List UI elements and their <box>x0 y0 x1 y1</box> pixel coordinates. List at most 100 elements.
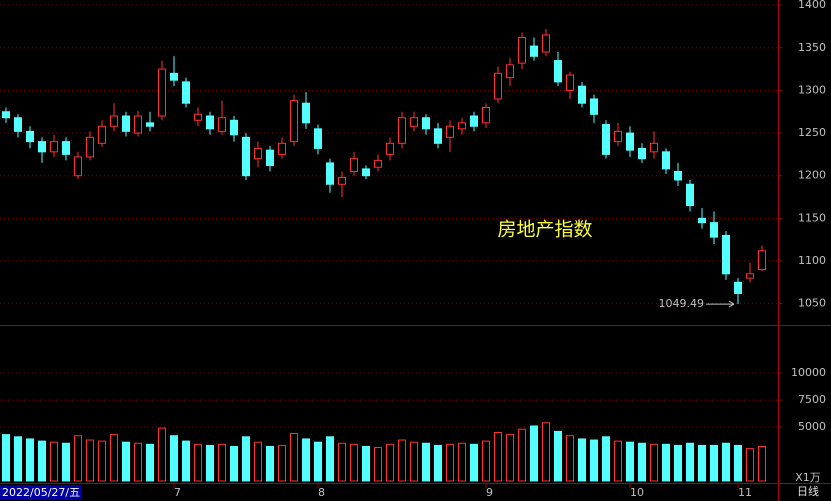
candle-body <box>434 128 442 144</box>
candle-body <box>74 156 82 177</box>
volume-bar <box>710 444 718 482</box>
candle-body <box>50 141 58 153</box>
candle-body <box>638 147 646 160</box>
volume-bar <box>218 443 226 482</box>
volume-bar <box>626 441 634 482</box>
candle-body <box>350 158 358 172</box>
x-tick-label: 9 <box>486 486 493 499</box>
volume-bar <box>422 442 430 482</box>
candle-body <box>314 128 322 149</box>
volume-bar <box>446 443 454 482</box>
volume-bar <box>74 435 82 482</box>
volume-bar <box>38 440 46 482</box>
candle-body <box>410 117 418 127</box>
candle-body <box>554 60 562 83</box>
volume-bar <box>278 444 286 482</box>
candle-body <box>158 68 166 117</box>
candle-body <box>614 130 622 143</box>
candle-body <box>530 45 538 57</box>
candle-body <box>14 117 22 132</box>
candle-body <box>26 130 34 143</box>
y-tick-label: 1400 <box>798 0 826 11</box>
candle-body <box>710 222 718 238</box>
volume-bar <box>350 443 358 482</box>
candle-body <box>266 149 274 166</box>
volume-bar <box>302 438 310 482</box>
candle-body <box>482 106 490 124</box>
volume-bar <box>722 442 730 482</box>
x-tick-label: 10 <box>630 486 644 499</box>
volume-bar <box>242 436 250 482</box>
volume-bar <box>398 439 406 482</box>
volume-bar <box>698 444 706 482</box>
volume-bar <box>542 422 550 482</box>
volume-bar <box>650 443 658 482</box>
y-tick-label: 1200 <box>798 169 826 182</box>
volume-bar <box>182 440 190 482</box>
candle-body <box>386 142 394 155</box>
candle-body <box>506 64 514 79</box>
y-tick-label: 1250 <box>798 126 826 139</box>
x-tick-label: 11 <box>738 486 752 499</box>
candle-body <box>398 117 406 144</box>
volume-bar <box>362 445 370 482</box>
candle-body <box>446 125 454 138</box>
candle-body <box>518 37 526 64</box>
y-tick-label: 7500 <box>798 393 826 406</box>
date-box <box>0 485 82 500</box>
candle-body <box>422 117 430 130</box>
volume-bar <box>146 443 154 482</box>
candle-body <box>470 115 478 127</box>
candle-body <box>98 125 106 144</box>
volume-bar <box>194 443 202 482</box>
candle-body <box>278 142 286 155</box>
volume-bar <box>554 430 562 482</box>
candle-body <box>686 183 694 207</box>
candle-body <box>662 151 670 170</box>
candle-body <box>758 250 766 271</box>
candle-body <box>602 124 610 155</box>
candle-body <box>722 234 730 275</box>
volume-bar <box>566 435 574 482</box>
candle-body <box>494 72 502 100</box>
y-tick-label: 1150 <box>798 211 826 224</box>
volume-bar <box>170 435 178 482</box>
candle-body <box>458 122 466 130</box>
candle-body <box>194 113 202 121</box>
candle-body <box>170 72 178 81</box>
volume-bar <box>482 440 490 482</box>
candle-body <box>206 115 214 130</box>
volume-bar <box>122 441 130 482</box>
candle-body <box>734 281 742 294</box>
volume-bar <box>62 442 70 482</box>
volume-bar <box>254 441 262 482</box>
x-tick-label: 2022/05/27/五 <box>2 486 80 499</box>
volume-bar <box>158 427 166 482</box>
volume-bar <box>758 445 766 482</box>
candle-body <box>626 132 634 151</box>
candle-body <box>122 115 130 132</box>
y-tick-label: 1300 <box>798 83 826 96</box>
candle-body <box>62 141 70 155</box>
candle-body <box>542 34 550 53</box>
volume-bar <box>14 436 22 482</box>
annotation: 1049.49 <box>659 297 705 310</box>
volume-bar <box>674 444 682 482</box>
volume-bar <box>746 448 754 482</box>
x-tick-label: 7 <box>174 486 181 499</box>
candle-body <box>338 176 346 185</box>
volume-bar <box>338 442 346 482</box>
candle-body <box>242 136 250 177</box>
volume-bar <box>638 442 646 482</box>
candle-body <box>302 102 310 124</box>
candle-body <box>38 141 46 153</box>
volume-bar <box>470 443 478 482</box>
volume-bar <box>374 447 382 482</box>
x-tick-label: 8 <box>318 486 325 499</box>
y-tick-label: 10000 <box>791 366 826 379</box>
candle-body <box>362 168 370 177</box>
candle-body <box>566 74 574 91</box>
y-tick-label: 1100 <box>798 254 826 267</box>
candle-body <box>134 115 142 134</box>
candle-body <box>674 170 682 181</box>
